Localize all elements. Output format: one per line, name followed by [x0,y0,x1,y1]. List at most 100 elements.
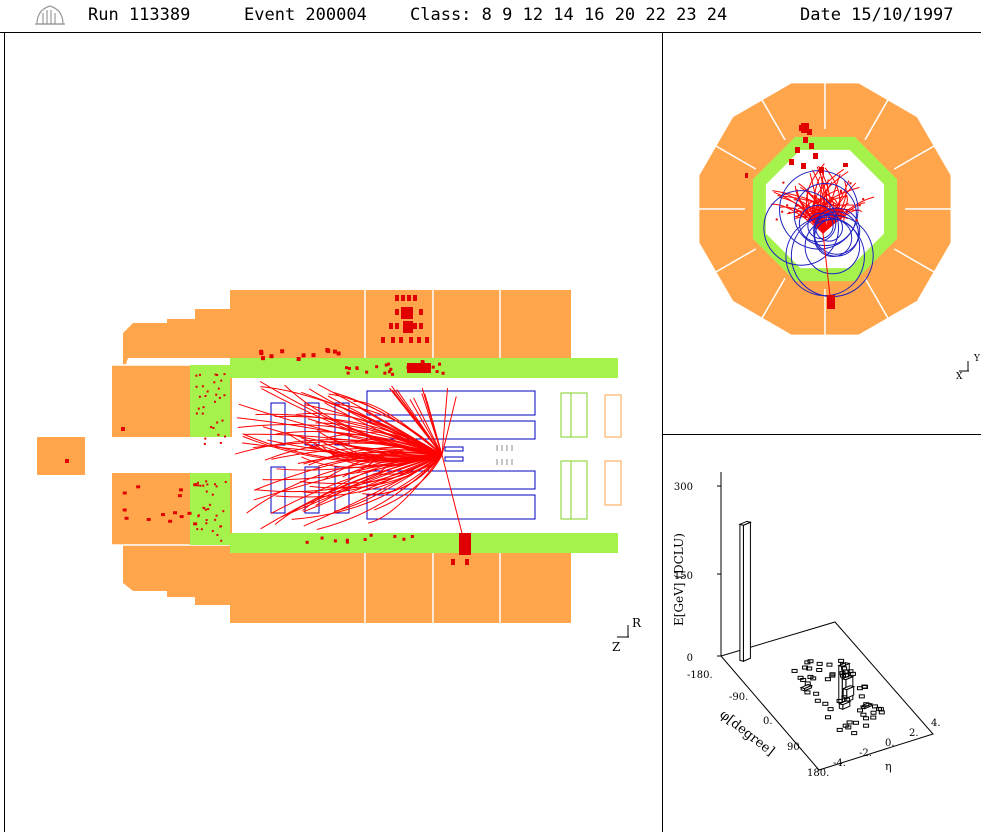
rz-track [303,454,443,527]
xy-energy-cell [862,198,865,201]
energy-cell [365,370,369,374]
energy-cell [213,381,216,384]
rz-track [316,454,443,530]
energy-cell [177,494,182,498]
xy-energy-cell [855,219,858,222]
energy-cell [311,353,316,358]
xy-energy-cell [804,216,807,219]
run-number: Run 113389 [88,5,191,25]
energy-cell [215,514,218,517]
xy-energy-cell [786,204,789,207]
phi-tick-0: 0. [763,716,773,727]
energy-cell [206,390,209,393]
energy-cell [195,374,198,377]
energy-cell [215,393,218,396]
energy-cell [280,349,285,354]
energy-cell [217,433,220,436]
rz-track [413,397,443,456]
rz-track [259,381,443,456]
eta-axis-label: η [885,760,892,773]
energy-cell [215,485,218,488]
rz-track [327,395,443,456]
energy-cell [193,483,198,487]
xy-track [817,186,860,234]
rz-track [236,417,443,456]
energy-cell [219,441,222,444]
energy-cell [195,385,198,388]
xy-energy-cell [801,123,809,133]
energy-cell [121,427,125,431]
xy-looper-track [785,216,865,297]
rz-track [358,454,443,493]
energy-cell [391,337,395,343]
xy-energy-cell [807,129,812,135]
xy-looper-track [798,204,837,243]
xy-sector-divider [864,96,891,141]
rz-view-panel [37,290,629,638]
rz-track [302,454,443,511]
energy-cell [345,540,349,544]
energy-cell [384,363,388,367]
energy-cell [216,374,219,377]
xy-looper-track [763,190,840,266]
energy-cell [178,488,183,492]
xy-sector-divider [759,277,786,322]
energy-cell [407,363,431,373]
xy-energy-cell [858,204,861,207]
energy-cell [393,534,397,538]
xy-energy-cell [788,211,791,214]
xy-track [822,196,875,234]
energy-cell [205,522,208,525]
energy-cell [336,351,341,356]
energy-cell [216,534,219,537]
energy-cell [200,528,203,531]
energy-cell [401,295,405,301]
lego-cell [806,666,813,671]
rz-track [324,402,443,456]
left-border [4,32,5,832]
xy-sector-divider [759,96,786,141]
energy-cell [161,513,166,517]
xy-energy-cell [827,295,835,309]
energy-cell [419,323,423,329]
energy-cell [403,321,413,333]
lego-cell [842,673,849,678]
energy-cell [197,484,200,487]
lego-cell [863,716,870,721]
lego-tower [841,685,856,699]
xy-looper-track [813,207,861,255]
energy-cell [391,372,395,376]
lego-cell [800,677,807,682]
energy-cell [305,540,309,544]
energy-cell [413,295,417,301]
energy-cell [395,309,399,315]
xy-energy-cell [795,147,800,153]
lego-cell [845,725,852,730]
energy-cell [409,337,413,343]
energy-cell [423,370,427,374]
energy-cell [389,367,393,371]
xy-energy-cell [849,182,852,185]
lego-cell [791,668,798,673]
lego-cell [807,659,814,664]
energy-cell [407,295,411,301]
eta-tick-m2: -2. [859,748,872,759]
xy-energy-cell [840,191,843,194]
rz-track [421,387,443,456]
energy-cell [211,530,214,533]
rz-track [328,393,443,456]
energy-cell [386,362,390,366]
xy-track [822,232,832,306]
lego-cell [814,698,821,703]
xy-energy-cell [775,218,778,221]
energy-cell [212,426,215,429]
rz-track [441,388,449,456]
lego-cell [839,673,846,678]
xy-energy-cell [843,163,848,167]
xy-energy-cell [813,153,818,159]
energy-cell [122,491,127,495]
rz-axis-indicator [617,625,629,638]
energy-cell [261,356,266,361]
energy-cell [363,538,367,542]
energy-cell [65,459,69,463]
